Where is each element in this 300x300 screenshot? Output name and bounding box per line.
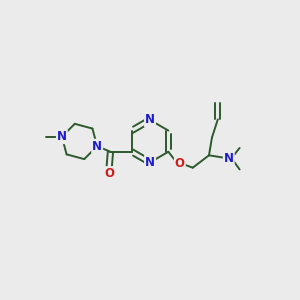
Text: N: N (224, 152, 234, 165)
Text: N: N (92, 140, 102, 153)
Text: O: O (175, 157, 185, 170)
Text: N: N (145, 156, 155, 169)
Text: N: N (145, 113, 155, 127)
Text: N: N (57, 130, 67, 143)
Text: O: O (104, 167, 114, 180)
